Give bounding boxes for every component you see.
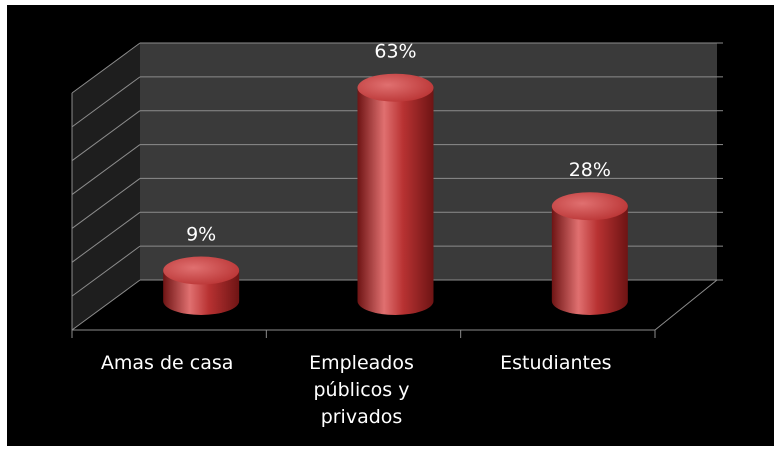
category-label: Estudiantes bbox=[500, 352, 611, 374]
bar bbox=[357, 73, 434, 316]
category-label-line: Empleados bbox=[309, 352, 414, 374]
chart-area: 9% Amas de casa 63% Empleados públicos y priv… bbox=[7, 5, 774, 446]
category-label-line: Estudiantes bbox=[500, 352, 611, 374]
gridline-side bbox=[71, 279, 141, 331]
floor-right-edge bbox=[654, 279, 718, 331]
gridline-side bbox=[71, 245, 141, 297]
category-label: Amas de casa bbox=[101, 352, 234, 374]
bar bbox=[551, 192, 628, 316]
data-label: 63% bbox=[374, 41, 416, 63]
gridline-side bbox=[71, 178, 141, 229]
gridline-side bbox=[71, 144, 141, 195]
category-label-line: públicos y bbox=[314, 379, 410, 401]
data-label: 28% bbox=[569, 159, 611, 181]
data-label: 9% bbox=[186, 224, 216, 246]
bar-top bbox=[163, 256, 240, 285]
bar-top bbox=[357, 73, 434, 102]
category-label-line: Amas de casa bbox=[101, 352, 234, 374]
bar-body bbox=[357, 87, 434, 316]
category-label: Empleados públicos y privados bbox=[309, 352, 414, 428]
gridline-side bbox=[71, 211, 141, 263]
gridline-side bbox=[71, 42, 141, 94]
bar-chart: 9% Amas de casa 63% Empleados públicos y priv… bbox=[71, 41, 723, 428]
bar-top bbox=[551, 192, 628, 221]
bar-body bbox=[551, 206, 628, 316]
gridline-side bbox=[71, 110, 141, 162]
category-label-line: privados bbox=[321, 406, 403, 428]
gridline-side bbox=[71, 76, 141, 128]
bar bbox=[163, 256, 240, 316]
